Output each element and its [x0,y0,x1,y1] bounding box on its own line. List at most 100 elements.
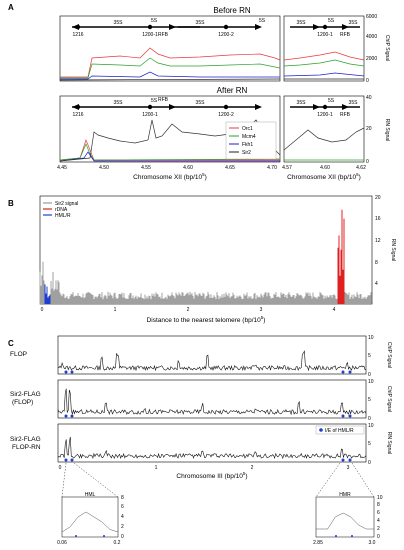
inset-hmr-ytick-2: 4 [377,518,380,524]
inset-hml: HML 0.06 0.2 0 2 4 6 8 [57,492,124,546]
b-ytick-0: 4 [375,281,378,287]
c-trace-sir2-flag [57,388,367,416]
c-xtick-2: 2 [251,465,254,471]
before-ytick-0: 0 [366,78,369,84]
before-fkh1-line [60,71,280,80]
b-ytick-2: 12 [375,238,381,244]
before-sir2-line [59,78,281,81]
after-ytick-2: 40 [366,95,372,101]
c-frame-2 [57,379,367,419]
after-schem-r-1200-1: 1200-1 [317,112,333,118]
before-ylabel: ChIP Signal [384,35,390,61]
b-xtick-0: 0 [41,307,44,313]
c3-ytick-1: 5 [368,441,371,447]
schem-r-rfb: RFB [340,32,351,38]
schem-1216: 1216 [72,32,83,38]
c-xlabel: Chromosome III (bp/105) [176,471,247,480]
c3-ytick-0: 0 [368,460,371,466]
c-label-sir2-flag-b: (FLOP) [12,399,33,406]
before-ytick-3: 6000 [366,14,377,20]
inset-hmr: HMR 2.85 3.0 0 2 4 6 8 10 [313,492,383,546]
b-bars [39,209,372,304]
c-xticks: 0 1 2 3 [59,465,350,471]
c1-ylabel: ChIP Signal [386,342,392,368]
a-xtick-2: 4.55 [141,165,151,171]
b-xtick-1: 1 [114,307,117,313]
b-frame [39,195,373,305]
c3-ytick-2: 10 [368,423,374,429]
c-legend: I/E of HML/R [315,425,365,435]
c1-ytick-2: 10 [368,335,374,341]
c1-ytick-0: 0 [368,372,371,378]
inset-hml-xtick-0: 0.06 [57,540,67,546]
schem-r-35s-b: 35S [349,20,359,26]
c-trace-flop [57,350,367,372]
b-ylabel: RN Signal [390,239,396,262]
before-orc1-line [60,47,281,78]
schematic-after-right: 35S 5S 35S 1200-1 RFB [290,98,360,118]
c2-ytick-1: 5 [368,397,371,403]
after-schem-1200-1: 1200-1 [142,112,158,118]
inset-hmr-xtick-1: 3.0 [369,540,376,546]
inset-hml-title: HML [85,492,96,498]
b-ytick-3: 16 [375,216,381,222]
after-schem-5s-a: 5S [151,98,158,104]
after-fkh1-line [59,151,280,162]
c-track-sir2-rn: Sir2-FLAG FLOP-RN [10,423,367,463]
inset-hml-xtick-1: 0.2 [114,540,121,546]
a-r-xtick-2: 4.62 [356,165,366,171]
schem-r-1200-1: 1200-1 [317,32,333,38]
a-xtick-1: 4.50 [99,165,109,171]
c-label-sir2-rn-b: FLOP-RN [12,444,41,451]
before-left-frame [59,15,281,82]
after-mcm4-line [59,143,281,161]
a-r-xtick-0: 4.57 [282,165,292,171]
inset-hmr-ytick-4: 8 [377,502,380,508]
c-legend-text: I/E of HML/R [325,428,354,434]
after-schem-rfb: RFB [158,97,169,103]
after-schem-1216: 1216 [72,112,83,118]
before-mcm4-line [60,57,281,79]
b-xlabel: Distance to the nearest telomere (bp/105… [147,315,266,324]
c-frame-3 [57,423,367,463]
inset-hmr-trace [316,512,374,530]
a-right-xlabel: Chromosome XII (bp/105) [287,172,361,181]
b-legend-rdna: rDNA [55,207,68,213]
after-schem-r-35s-a: 35S [297,100,307,106]
inset-hml-ytick-0: 0 [121,534,124,540]
schem-35s-b: 35S [196,20,206,26]
a-xtick-4: 4.65 [225,165,235,171]
inset-hmr-xtick-0: 2.85 [313,540,323,546]
a-left-xticks: 4.45 4.50 4.55 4.60 4.65 4.70 [57,165,277,171]
after-right-sir2 [283,127,365,151]
after-ytick-0: 0 [366,159,369,165]
c-frame-1 [57,335,367,375]
inset-hml-frame [61,496,119,538]
b-ytick-1: 8 [375,260,378,266]
before-ytick-1: 2000 [366,56,377,62]
a-xtick-5: 4.70 [267,165,277,171]
c-label-flop: FLOP [10,351,27,358]
c-xtick-0: 0 [59,465,62,471]
after-schem-r-35s-b: 35S [349,100,359,106]
after-schem-r-rfb: RFB [340,112,351,118]
schem-1200-1: 1200-1 [142,32,158,38]
c1-ytick-1: 5 [368,353,371,359]
after-rn-title: After RN [217,86,248,95]
c-xtick-1: 1 [155,465,158,471]
after-right-frame [283,95,365,163]
legend-sir2: Sir2 [242,150,251,156]
after-ytick-1: 20 [366,126,372,132]
inset-hmr-ytick-5: 10 [377,495,383,501]
legend-orc1: Orc1 [242,126,253,132]
after-schem-35s-a: 35S [114,100,124,106]
inset-hml-ytick-1: 2 [121,524,124,530]
inset-hmr-title: HMR [339,492,351,498]
zoom-lines [61,462,375,498]
before-right-frame [283,15,365,82]
b-legend-sir2: Sir2 signal [55,201,78,207]
c-yticks: 0 5 10 0 5 10 0 5 10 [368,335,374,466]
c2-ytick-2: 10 [368,379,374,385]
after-schem-r-5s: 5S [328,98,335,104]
schematic-before-left: 35S 35S 5S 1216 1200-1 RFB 1200-2 5S [72,18,266,38]
